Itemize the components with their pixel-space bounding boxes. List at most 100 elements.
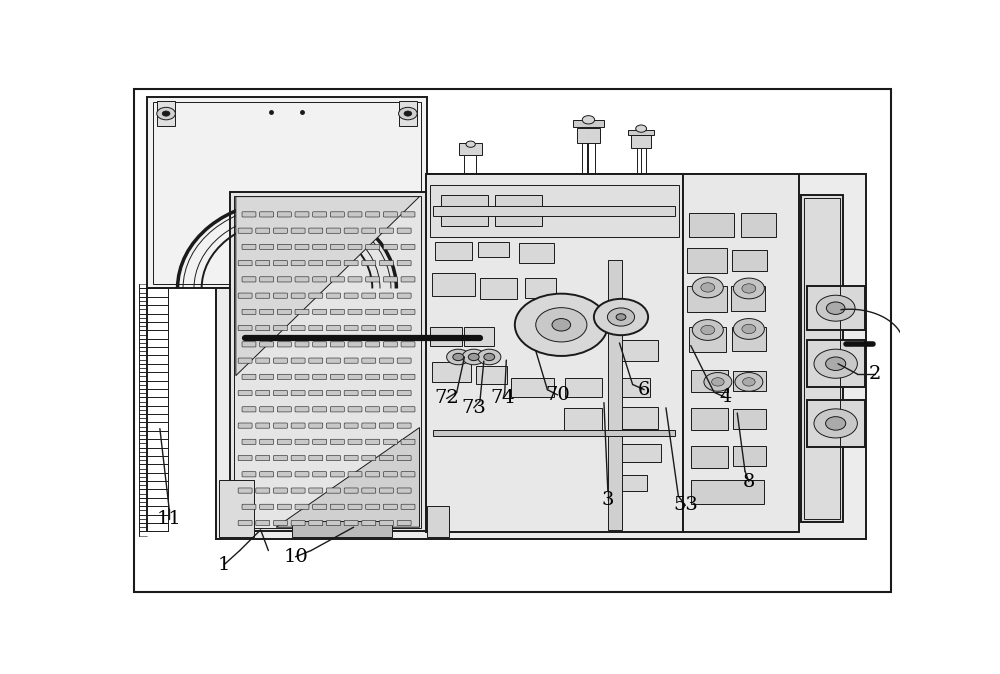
Text: 73: 73 (461, 399, 486, 417)
Bar (801, 195, 843, 522)
FancyBboxPatch shape (309, 326, 323, 331)
Circle shape (701, 326, 715, 335)
FancyBboxPatch shape (344, 261, 358, 266)
Circle shape (743, 377, 755, 386)
FancyBboxPatch shape (380, 488, 393, 493)
Text: 72: 72 (434, 390, 459, 408)
FancyBboxPatch shape (344, 488, 358, 493)
FancyBboxPatch shape (348, 212, 362, 217)
Bar (732, 249, 767, 272)
FancyBboxPatch shape (344, 520, 358, 526)
Circle shape (742, 324, 756, 334)
Circle shape (826, 302, 845, 314)
FancyBboxPatch shape (366, 277, 380, 282)
Bar (612, 340, 658, 361)
FancyBboxPatch shape (295, 472, 309, 477)
FancyBboxPatch shape (366, 406, 380, 412)
Text: 2: 2 (869, 365, 881, 383)
FancyBboxPatch shape (380, 423, 393, 428)
FancyBboxPatch shape (330, 504, 344, 510)
FancyBboxPatch shape (344, 358, 358, 363)
FancyBboxPatch shape (295, 309, 309, 315)
FancyBboxPatch shape (397, 390, 411, 396)
FancyBboxPatch shape (273, 261, 287, 266)
FancyBboxPatch shape (401, 309, 415, 315)
FancyBboxPatch shape (277, 504, 291, 510)
Bar (683, 175, 799, 532)
FancyBboxPatch shape (256, 390, 270, 396)
FancyBboxPatch shape (291, 488, 305, 493)
Bar (230, 193, 426, 531)
FancyBboxPatch shape (401, 277, 415, 282)
FancyBboxPatch shape (295, 406, 309, 412)
Polygon shape (236, 197, 420, 375)
FancyBboxPatch shape (362, 228, 376, 233)
FancyBboxPatch shape (309, 390, 323, 396)
FancyBboxPatch shape (383, 244, 397, 249)
FancyBboxPatch shape (397, 326, 411, 331)
FancyBboxPatch shape (277, 439, 291, 444)
Circle shape (701, 283, 715, 292)
Text: 4: 4 (719, 388, 732, 406)
Bar (426, 175, 683, 532)
FancyBboxPatch shape (309, 293, 323, 298)
FancyBboxPatch shape (326, 423, 340, 428)
FancyBboxPatch shape (344, 456, 358, 460)
Bar (616, 444, 661, 462)
FancyBboxPatch shape (256, 423, 270, 428)
Bar (459, 143, 482, 154)
Bar (430, 185, 679, 237)
FancyBboxPatch shape (273, 423, 287, 428)
Text: 8: 8 (743, 472, 755, 491)
FancyBboxPatch shape (330, 342, 344, 347)
Bar (216, 175, 866, 539)
Bar (804, 197, 840, 520)
FancyBboxPatch shape (348, 504, 362, 510)
FancyBboxPatch shape (291, 228, 305, 233)
FancyBboxPatch shape (242, 212, 256, 217)
Circle shape (733, 319, 764, 339)
Bar (732, 328, 766, 350)
Bar (525, 278, 556, 298)
FancyBboxPatch shape (401, 212, 415, 217)
Circle shape (453, 353, 464, 361)
FancyBboxPatch shape (256, 261, 270, 266)
Bar (399, 101, 417, 126)
Bar (564, 408, 602, 429)
FancyBboxPatch shape (242, 472, 256, 477)
FancyBboxPatch shape (380, 261, 393, 266)
Text: 1: 1 (218, 555, 230, 574)
Circle shape (582, 116, 595, 124)
FancyBboxPatch shape (380, 358, 393, 363)
FancyBboxPatch shape (273, 390, 287, 396)
Text: 3: 3 (602, 491, 614, 510)
FancyBboxPatch shape (348, 406, 362, 412)
FancyBboxPatch shape (401, 342, 415, 347)
Circle shape (552, 319, 571, 331)
FancyBboxPatch shape (330, 212, 344, 217)
FancyBboxPatch shape (362, 358, 376, 363)
Bar (689, 327, 726, 352)
FancyBboxPatch shape (397, 520, 411, 526)
FancyBboxPatch shape (362, 423, 376, 428)
FancyBboxPatch shape (362, 456, 376, 460)
FancyBboxPatch shape (277, 406, 291, 412)
FancyBboxPatch shape (242, 439, 256, 444)
Bar (733, 371, 766, 391)
Circle shape (157, 107, 175, 120)
FancyBboxPatch shape (313, 406, 327, 412)
Bar (427, 506, 449, 537)
FancyBboxPatch shape (366, 374, 380, 379)
FancyBboxPatch shape (348, 277, 362, 282)
FancyBboxPatch shape (362, 293, 376, 298)
Bar (480, 278, 517, 299)
Bar (807, 400, 865, 447)
FancyBboxPatch shape (277, 212, 291, 217)
Bar (432, 273, 475, 297)
Bar (612, 377, 650, 398)
FancyBboxPatch shape (277, 374, 291, 379)
FancyBboxPatch shape (313, 244, 327, 249)
Text: 74: 74 (491, 390, 516, 408)
FancyBboxPatch shape (260, 342, 274, 347)
FancyBboxPatch shape (313, 472, 327, 477)
